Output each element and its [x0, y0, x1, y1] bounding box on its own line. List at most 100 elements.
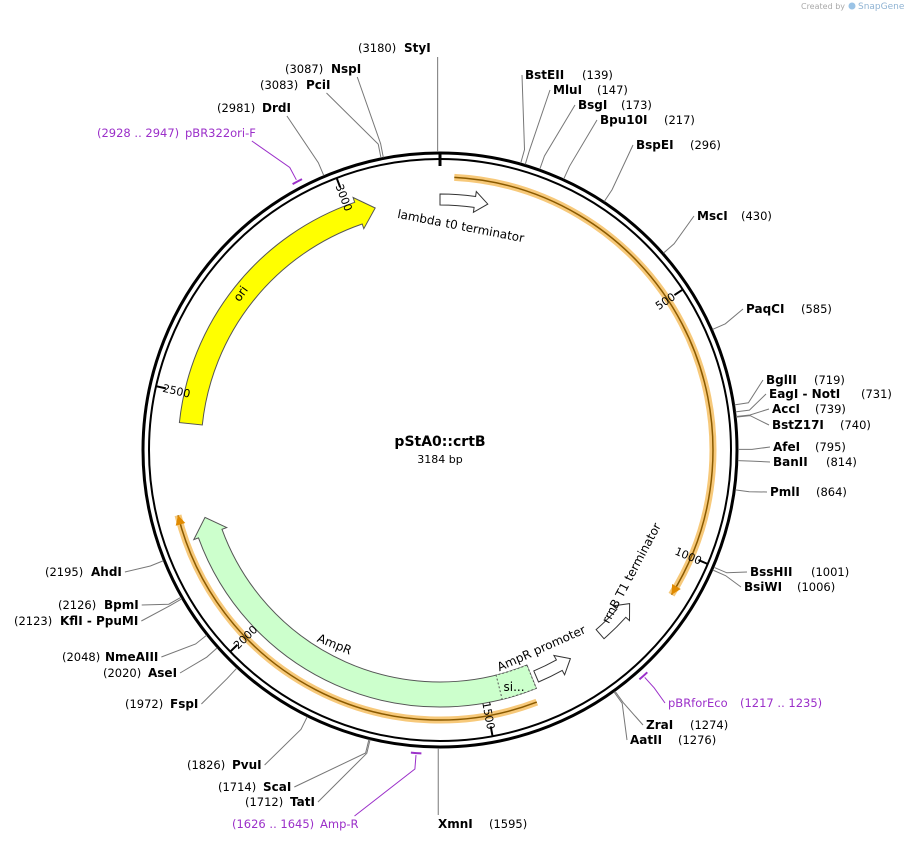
enzyme-name: DrdI	[262, 101, 291, 115]
enzyme-position: (740)	[840, 418, 871, 432]
bp-tick	[335, 177, 342, 188]
terminator-band	[454, 173, 717, 597]
enzyme-name: BstZ17I	[772, 418, 824, 432]
enzyme-name: BssHII	[750, 565, 792, 579]
enzyme-site: BstEII (139)	[520, 68, 613, 164]
bp-tick	[489, 726, 494, 737]
enzyme-connector	[712, 308, 744, 330]
bp-tick	[698, 559, 709, 565]
enzyme-name: AseI	[148, 666, 177, 680]
enzyme-site: MluI (147)	[524, 83, 628, 165]
primer-connector	[354, 755, 417, 817]
bp-tick-label: 3000	[333, 182, 355, 213]
enzyme-site: FspI (1972)	[125, 667, 238, 711]
enzyme-site: MscI (430)	[663, 209, 772, 254]
primer-mark	[292, 178, 303, 185]
primer-mark	[638, 671, 648, 681]
enzyme-position: (1826)	[187, 758, 225, 772]
terminator-line	[454, 176, 714, 596]
feature-label: lambda t0 terminator	[396, 207, 525, 245]
enzyme-site: AatII (1276)	[613, 691, 716, 747]
primer-name: pBRforEco	[668, 696, 728, 710]
terminator-head	[671, 584, 681, 595]
enzyme-position: (1595)	[489, 817, 527, 831]
enzyme-position: (1712)	[245, 795, 283, 809]
enzyme-site: StyI (3180)	[358, 41, 439, 153]
enzyme-site: BpmI (2126)	[58, 596, 182, 612]
enzyme-connector	[737, 446, 771, 450]
enzyme-connector	[735, 393, 767, 413]
enzyme-position: (2981)	[217, 101, 255, 115]
feature-label: si...	[503, 680, 524, 694]
enzyme-name: TatI	[290, 795, 315, 809]
enzyme-position: (814)	[826, 455, 857, 469]
bp-tick	[155, 385, 167, 390]
enzyme-connector	[734, 379, 764, 406]
enzyme-name: BstEII	[525, 68, 564, 82]
enzyme-connector	[356, 76, 384, 158]
enzyme-position: (585)	[801, 302, 832, 316]
enzyme-name: Bpu10I	[600, 113, 647, 127]
enzyme-site: ZraI (1274)	[614, 690, 728, 732]
enzyme-connector	[735, 489, 768, 493]
enzyme-position: (2048)	[62, 650, 100, 664]
enzyme-name: AccI	[772, 402, 800, 416]
enzyme-connector	[613, 691, 628, 741]
enzyme-site: BsiWI (1006)	[712, 569, 835, 594]
promoter-arrow	[533, 654, 572, 683]
primer-range: (2928 .. 2947)	[97, 126, 179, 140]
enzyme-connector	[713, 566, 748, 574]
enzyme-site: AccI (739)	[736, 402, 846, 418]
enzyme-site: AhdI (2195)	[45, 560, 164, 579]
enzyme-name: PciI	[306, 78, 331, 92]
enzyme-connector	[286, 115, 325, 176]
enzyme-name: BspEI	[636, 138, 674, 152]
enzyme-name: NspI	[331, 62, 361, 76]
primer-connector	[251, 140, 297, 181]
primer: pBRforEco (1217 .. 1235)	[638, 671, 822, 710]
enzyme-position: (217)	[664, 113, 695, 127]
brand-logo	[848, 2, 856, 10]
enzyme-connector	[179, 647, 218, 674]
enzyme-site: XmnI (1595)	[437, 747, 527, 831]
enzyme-connector	[294, 739, 370, 788]
enzyme-site: AfeI (795)	[737, 440, 846, 454]
enzyme-connector	[603, 144, 634, 202]
enzyme-connector	[141, 596, 182, 606]
enzyme-connector	[539, 104, 576, 170]
enzyme-connector	[563, 119, 598, 180]
enzyme-site: PciI (3083)	[260, 78, 382, 158]
enzyme-name: BanII	[773, 455, 808, 469]
enzyme-position: (139)	[582, 68, 613, 82]
enzyme-site: KflI - PpuMI (2123)	[14, 598, 183, 628]
enzyme-name: NmeAIII	[105, 650, 158, 664]
enzyme-position: (1274)	[690, 718, 728, 732]
enzyme-site: PmlI (864)	[735, 485, 847, 499]
enzyme-site: BstZ17I (740)	[736, 415, 871, 432]
enzyme-name: MluI	[553, 83, 582, 97]
enzyme-name: ScaI	[263, 780, 291, 794]
enzyme-position: (296)	[690, 138, 721, 152]
enzyme-position: (719)	[814, 373, 845, 387]
enzyme-name: AatII	[630, 733, 662, 747]
enzyme-position: (739)	[815, 402, 846, 416]
enzyme-position: (1972)	[125, 697, 163, 711]
enzyme-connector	[712, 569, 742, 588]
enzyme-site: BspEI (296)	[603, 138, 721, 202]
primer: pBR322ori-F (2928 .. 2947)	[97, 126, 303, 185]
enzyme-connector	[201, 667, 238, 705]
enzyme-position: (3087)	[285, 62, 323, 76]
enzyme-connector	[264, 716, 308, 766]
enzyme-connector	[663, 215, 695, 254]
enzyme-site: BsgI (173)	[539, 98, 652, 170]
enzyme-site: PaqCI (585)	[712, 302, 832, 330]
lambda-arrow	[439, 190, 489, 214]
enzyme-site: Bpu10I (217)	[563, 113, 695, 180]
enzyme-connector	[124, 560, 164, 573]
enzyme-name: PvuI	[232, 758, 262, 772]
enzyme-position: (1001)	[811, 565, 849, 579]
bp-tick	[229, 644, 239, 653]
enzyme-name: ZraI	[646, 718, 673, 732]
enzyme-name: AhdI	[91, 565, 122, 579]
